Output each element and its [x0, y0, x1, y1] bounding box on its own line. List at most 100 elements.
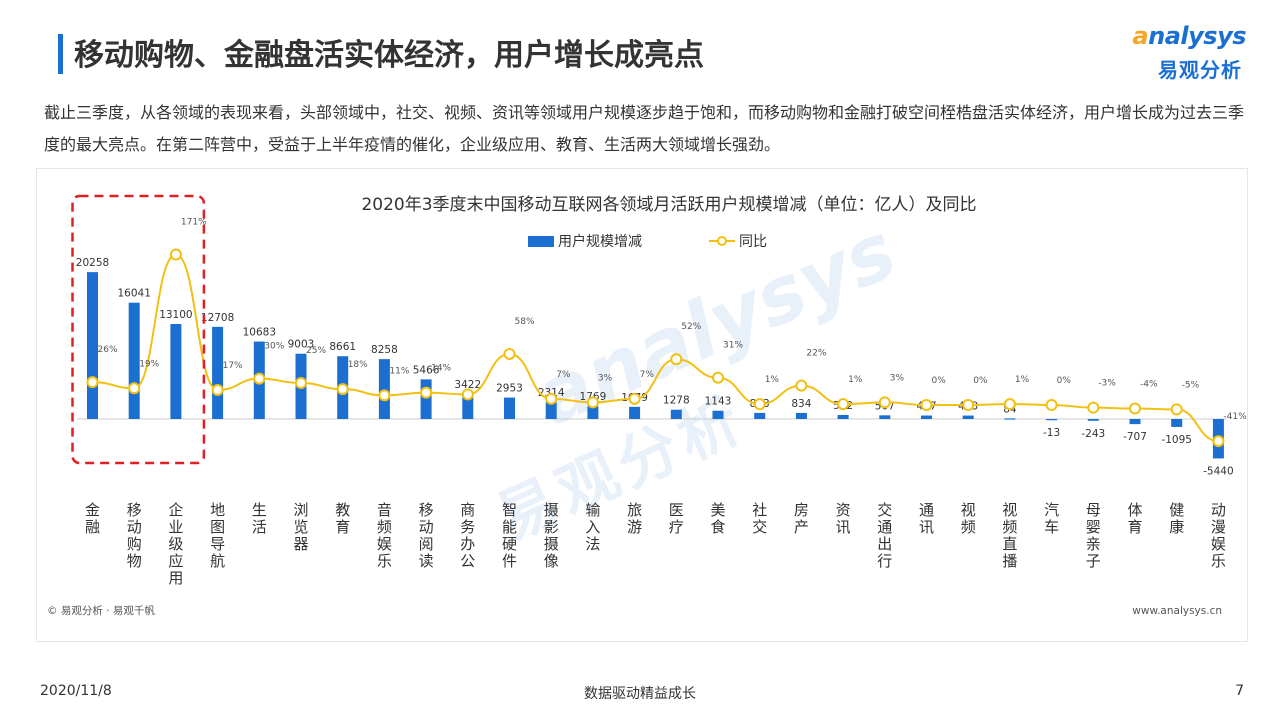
bar	[712, 410, 724, 419]
bar-value-label: 3422	[454, 379, 481, 391]
yoy-value-label: 11%	[389, 366, 409, 376]
yoy-value-label: 0%	[973, 376, 988, 386]
yoy-value-label: 7%	[556, 370, 571, 380]
x-tick-label: 摄影摄像	[544, 501, 559, 570]
bar-value-label: 8661	[329, 341, 356, 353]
bar-value-label: 1278	[663, 395, 690, 407]
bar-value-label: -707	[1123, 431, 1147, 443]
yoy-point	[295, 377, 307, 389]
yoy-point	[837, 398, 850, 411]
source-url: www.analysys.cn	[1132, 605, 1222, 617]
x-tick-label: 移动阅读	[419, 501, 434, 570]
yoy-value-label: 7%	[640, 370, 655, 380]
bar	[670, 409, 682, 419]
bar-value-label: -1095	[1161, 434, 1192, 446]
yoy-point	[1212, 435, 1225, 448]
yoy-value-label: 26%	[98, 345, 118, 355]
x-tick-label: 地图导航	[210, 501, 225, 570]
yoy-value-label: 22%	[806, 349, 826, 359]
yoy-value-label: 19%	[139, 359, 159, 369]
logo-wordmark-rest: nalysys	[1148, 22, 1246, 50]
bar	[921, 415, 932, 419]
yoy-point	[503, 347, 516, 360]
yoy-point	[586, 396, 599, 409]
bar	[837, 414, 849, 419]
bar	[754, 412, 766, 419]
bar	[87, 272, 98, 419]
x-tick-label: 金融	[85, 501, 100, 536]
bar	[378, 359, 390, 419]
yoy-value-label: 1%	[765, 375, 780, 385]
bar	[170, 324, 182, 419]
x-tick-label: 移动购物	[127, 501, 142, 570]
logo-chinese: 易观分析	[1158, 58, 1242, 82]
x-tick-label: 体育	[1127, 501, 1142, 536]
x-tick-label: 美食	[710, 501, 725, 536]
yoy-value-label: -4%	[1140, 380, 1158, 390]
yoy-point	[253, 372, 266, 385]
x-tick-label: 输入法	[585, 501, 600, 553]
bar	[504, 397, 515, 419]
yoy-value-label: 1%	[848, 375, 863, 385]
footer-date: 2020/11/8	[40, 683, 112, 699]
yoy-value-label: 3%	[598, 373, 613, 383]
bar-value-label: 10683	[243, 327, 276, 339]
bar	[462, 394, 474, 419]
yoy-point	[1170, 403, 1183, 416]
yoy-point	[545, 392, 558, 405]
intro-paragraph: 截止三季度，从各领域的表现来看，头部领域中，社交、视频、资讯等领域用户规模逐步趋…	[44, 103, 1245, 154]
x-tick-label: 资讯	[836, 501, 851, 536]
bar	[962, 415, 974, 419]
bar	[420, 379, 432, 419]
yoy-value-label: 0%	[1057, 376, 1072, 386]
yoy-value-label: 25%	[306, 346, 326, 356]
x-tick-label: 视频直播	[1002, 501, 1017, 570]
bar-value-label: 12708	[201, 312, 234, 324]
footer-page-number: 7	[1235, 683, 1244, 699]
yoy-point	[795, 379, 808, 392]
yoy-value-label: 52%	[681, 322, 701, 332]
bar-value-label: 20258	[76, 257, 109, 269]
x-tick-label: 母婴亲子	[1086, 501, 1101, 570]
yoy-point	[1087, 401, 1100, 414]
yoy-point	[628, 392, 641, 405]
yoy-value-label: 14%	[431, 364, 451, 374]
logo-wordmark-lead: a	[1132, 22, 1149, 50]
yoy-point	[336, 383, 349, 396]
bar-value-label: 13100	[159, 309, 192, 321]
footer-slogan: 数据驱动精益成长	[584, 686, 696, 702]
x-tick-label: 旅游	[627, 501, 642, 536]
legend-label-bar: 用户规模增减	[558, 233, 642, 250]
yoy-value-label: 17%	[223, 361, 243, 371]
bar	[545, 402, 557, 419]
yoy-point	[1003, 398, 1016, 411]
yoy-value-label: 171%	[181, 218, 207, 228]
yoy-point	[420, 386, 433, 399]
legend-swatch-bar	[528, 236, 554, 247]
yoy-point	[211, 384, 224, 397]
x-tick-label: 通讯	[919, 501, 934, 536]
yoy-value-label: -41%	[1223, 412, 1247, 422]
yoy-point	[753, 398, 766, 411]
bar	[629, 406, 641, 419]
yoy-value-label: -5%	[1182, 380, 1200, 390]
x-tick-label: 音频娱乐	[377, 501, 392, 570]
x-tick-label: 企业级应用	[168, 501, 183, 587]
yoy-value-label: -3%	[1098, 379, 1116, 389]
bar	[1004, 418, 1016, 420]
yoy-point	[1129, 402, 1141, 415]
yoy-point	[712, 371, 724, 384]
x-tick-label: 商务办公	[460, 501, 475, 570]
x-tick-label: 健康	[1169, 501, 1184, 536]
bar	[795, 412, 807, 419]
chart-svg: analysys易观分析2020年3季度末中国移动互联网各领域月活跃用户规模增减…	[47, 194, 1247, 617]
yoy-point	[461, 388, 474, 401]
bar-value-label: -243	[1081, 428, 1105, 440]
x-tick-label: 社交	[752, 501, 767, 536]
yoy-point	[920, 399, 933, 411]
legend-swatch-marker	[717, 236, 727, 246]
bar-value-label: -13	[1043, 427, 1060, 439]
bar	[1046, 419, 1058, 421]
x-tick-label: 智能硬件	[502, 501, 517, 570]
yoy-point	[878, 396, 891, 409]
